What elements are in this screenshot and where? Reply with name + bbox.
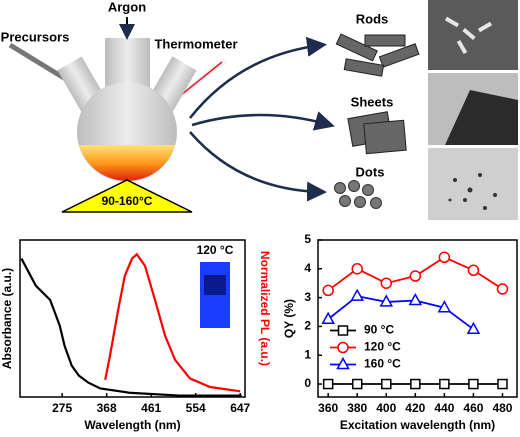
arrow (191, 111, 335, 131)
x-tick-label: 400 (376, 401, 396, 415)
x-tick-label: 647 (230, 401, 250, 415)
tem-sheet (445, 90, 518, 145)
x-tick-label: 275 (52, 401, 72, 415)
marker (467, 264, 480, 276)
dots (334, 180, 382, 209)
y-tick-label: 2 (304, 319, 311, 333)
tem-rods (444, 16, 493, 55)
product-label: Sheets (351, 94, 394, 109)
marker (351, 378, 363, 390)
annotation: 120 °C (197, 243, 234, 257)
marker (350, 288, 364, 301)
heater (61, 179, 193, 213)
marker (321, 311, 335, 324)
legend-label: 90 °C (364, 323, 394, 337)
marker (466, 321, 481, 335)
tem-dots (448, 173, 497, 210)
marker (410, 378, 421, 390)
y-tick-label: 0 (304, 376, 311, 390)
marker (468, 378, 479, 390)
legend-label: 120 °C (364, 340, 401, 354)
synthesis-diagram: 90-160°C Argon Precursors Thermometer Ro… (1, 0, 518, 328)
rods (335, 33, 420, 77)
thermometer-label: Thermometer (154, 36, 237, 51)
y2-axis-title: Normalized PL (a.u.) (258, 251, 272, 366)
x-axis-title: Wavelength (nm) (84, 418, 180, 432)
marker (409, 270, 422, 282)
x-tick-label: 440 (434, 401, 454, 415)
arrow (189, 131, 327, 202)
marker (439, 378, 450, 390)
precursors-label: Precursors (1, 29, 70, 44)
marker (351, 263, 363, 275)
x-tick-label: 460 (463, 401, 483, 415)
legend-label: 160 °C (364, 357, 401, 371)
marker (322, 284, 334, 297)
product-label: Rods (356, 11, 389, 26)
series-line (327, 295, 474, 331)
plot-frame (317, 239, 518, 398)
marker (322, 378, 334, 390)
cuvette-meniscus (204, 275, 226, 295)
tem-image (428, 148, 518, 220)
gas-label: Argon (108, 0, 146, 14)
plot-frame (19, 239, 246, 398)
y-tick-label: 3 (304, 290, 311, 304)
x-tick-label: 360 (318, 401, 338, 415)
x-tick-label: 461 (141, 401, 161, 415)
marker (337, 341, 349, 354)
marker (380, 277, 393, 289)
sheets (347, 111, 407, 155)
marker (496, 283, 509, 295)
y-tick-label: 1 (304, 347, 311, 361)
x-tick-label: 420 (405, 401, 425, 415)
marker (381, 378, 392, 390)
product-label: Dots (356, 164, 385, 179)
x-tick-label: 380 (347, 401, 367, 415)
marker (437, 300, 452, 313)
x-axis-title: Excitation wavelength (nm) (340, 418, 495, 432)
y-axis-title: Absorbance (a.u.) (0, 268, 14, 369)
y-tick-label: 5 (304, 232, 311, 246)
series-line (20, 258, 242, 397)
x-tick-label: 368 (97, 401, 117, 415)
temperature-label: 90-160°C (102, 194, 153, 208)
marker (497, 378, 508, 390)
marker (438, 251, 451, 264)
marker (337, 325, 349, 336)
arrow (189, 36, 327, 119)
marker (336, 356, 350, 370)
marker (408, 292, 423, 306)
x-tick-label: 480 (492, 401, 512, 415)
x-tick-label: 554 (186, 401, 206, 415)
marker (379, 294, 394, 307)
series-line (104, 252, 241, 393)
y-tick-label: 4 (304, 261, 311, 275)
flask-liquid (79, 145, 175, 181)
y-axis-title: QY (%) (282, 299, 296, 338)
